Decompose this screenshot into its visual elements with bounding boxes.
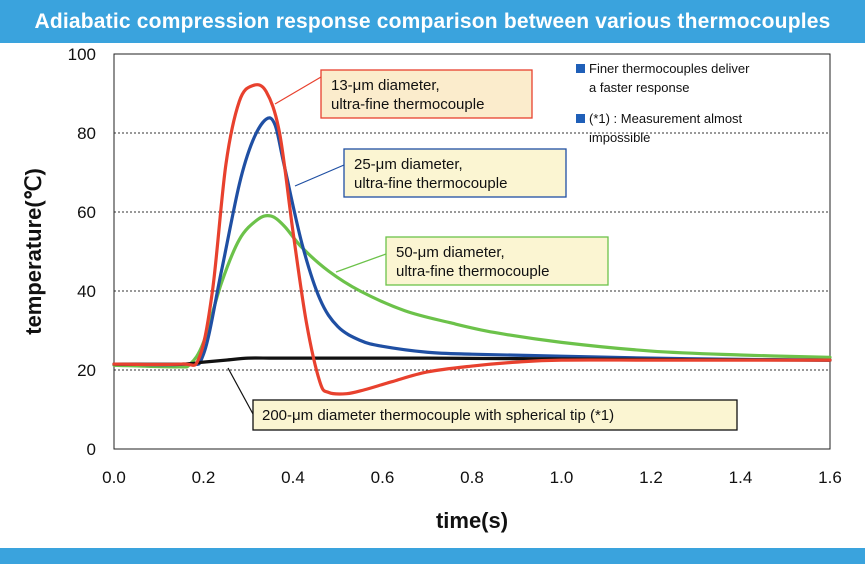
x-tick-label: 1.0 xyxy=(550,468,574,487)
callout-box xyxy=(343,148,567,198)
x-tick-label: 0.0 xyxy=(102,468,126,487)
note-text: Finer thermocouples deliver xyxy=(589,61,750,76)
callout-label: 200-μm diameter thermocouple with spheri… xyxy=(262,407,614,424)
note-text: (*1) : Measurement almost xyxy=(589,111,743,126)
callout-label: ultra-fine thermocouple xyxy=(354,175,507,192)
x-tick-label: 0.8 xyxy=(460,468,484,487)
callout-leader xyxy=(274,76,322,105)
y-tick-label: 80 xyxy=(77,124,96,143)
callout-label: 25-μm diameter, xyxy=(354,156,463,173)
x-tick-label: 0.4 xyxy=(281,468,305,487)
x-tick-label: 1.4 xyxy=(729,468,753,487)
note-bullet-icon xyxy=(576,114,585,123)
y-tick-label: 20 xyxy=(77,361,96,380)
plot-frame xyxy=(113,53,831,450)
x-tick-label: 0.6 xyxy=(371,468,395,487)
callout-box xyxy=(320,69,533,119)
callout-label: ultra-fine thermocouple xyxy=(331,96,484,113)
note-bullet-icon xyxy=(576,64,585,73)
series-line-red xyxy=(112,83,832,396)
note-text: impossible xyxy=(589,130,650,145)
y-axis-title: temperature(℃) xyxy=(21,168,46,335)
callout-leader xyxy=(227,367,254,415)
bottom-bar xyxy=(0,548,865,564)
y-tick-label: 100 xyxy=(68,45,96,64)
y-tick-label: 0 xyxy=(87,440,96,459)
callout-leader xyxy=(294,164,345,187)
chart-title: Adiabatic compression response compariso… xyxy=(34,9,831,33)
callout-box xyxy=(385,236,609,286)
series-line-blue xyxy=(112,116,832,367)
x-axis-title: time(s) xyxy=(436,508,508,533)
callout-label: 50-μm diameter, xyxy=(396,244,505,261)
callout-leader xyxy=(335,253,387,273)
y-tick-label: 40 xyxy=(77,282,96,301)
x-tick-label: 0.2 xyxy=(192,468,216,487)
y-tick-label: 60 xyxy=(77,203,96,222)
title-bar: Adiabatic compression response compariso… xyxy=(0,0,865,43)
x-tick-label: 1.2 xyxy=(639,468,663,487)
callout-label: ultra-fine thermocouple xyxy=(396,263,549,280)
x-tick-label: 1.6 xyxy=(818,468,842,487)
callout-box xyxy=(252,399,738,431)
note-text: a faster response xyxy=(589,80,689,95)
callout-label: 13-μm diameter, xyxy=(331,77,440,94)
